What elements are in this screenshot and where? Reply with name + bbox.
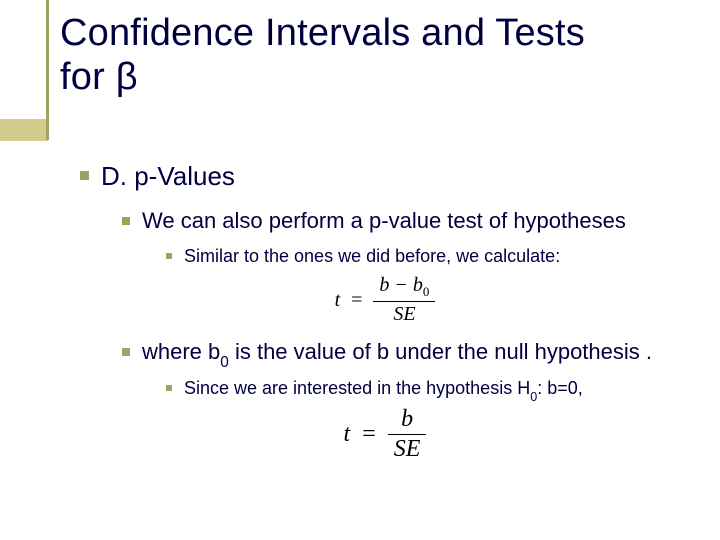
title-line-2: for β [60,56,138,98]
bullet-lvl2: where b0 is the value of b under the nul… [122,338,690,367]
formula-1: t = b − b0 SE [80,274,690,326]
bullet-lvl2: We can also perform a p-value test of hy… [122,207,690,236]
bullet-lvl3: Similar to the ones we did before, we ca… [166,245,690,268]
formula1-denominator: SE [373,302,435,326]
square-bullet-icon [166,253,172,259]
bullet-lvl1: D. p-Values [80,160,690,193]
title-block: Confidence Intervals and Tests for β [60,12,700,99]
square-bullet-icon [166,385,172,391]
formula2-numerator: b [388,406,427,435]
title-line-1: Confidence Intervals and Tests [60,12,585,54]
formula2-denominator: SE [388,435,427,463]
formula-2: t = b SE [80,406,690,463]
slide-title: Confidence Intervals and Tests for β [60,12,700,99]
equals-sign: = [362,421,376,448]
slide: Confidence Intervals and Tests for β D. … [0,0,720,540]
body-content: D. p-Values We can also perform a p-valu… [80,160,690,469]
formula1-numerator: b − b0 [373,274,435,302]
lvl2-text: where b0 is the value of b under the nul… [142,338,652,367]
title-accent-horizontal [0,119,48,141]
lvl3-text: Similar to the ones we did before, we ca… [184,245,560,268]
square-bullet-icon [122,217,130,225]
lvl3-text: Since we are interested in the hypothesi… [184,377,583,400]
lvl2-text: We can also perform a p-value test of hy… [142,207,626,236]
square-bullet-icon [122,348,130,356]
title-accent-vertical [46,0,49,140]
formula1-lhs: t [335,289,341,312]
formula2-lhs: t [344,421,351,448]
lvl1-text: D. p-Values [101,160,235,193]
bullet-lvl3: Since we are interested in the hypothesi… [166,377,690,400]
square-bullet-icon [80,171,89,180]
equals-sign: = [351,289,362,312]
